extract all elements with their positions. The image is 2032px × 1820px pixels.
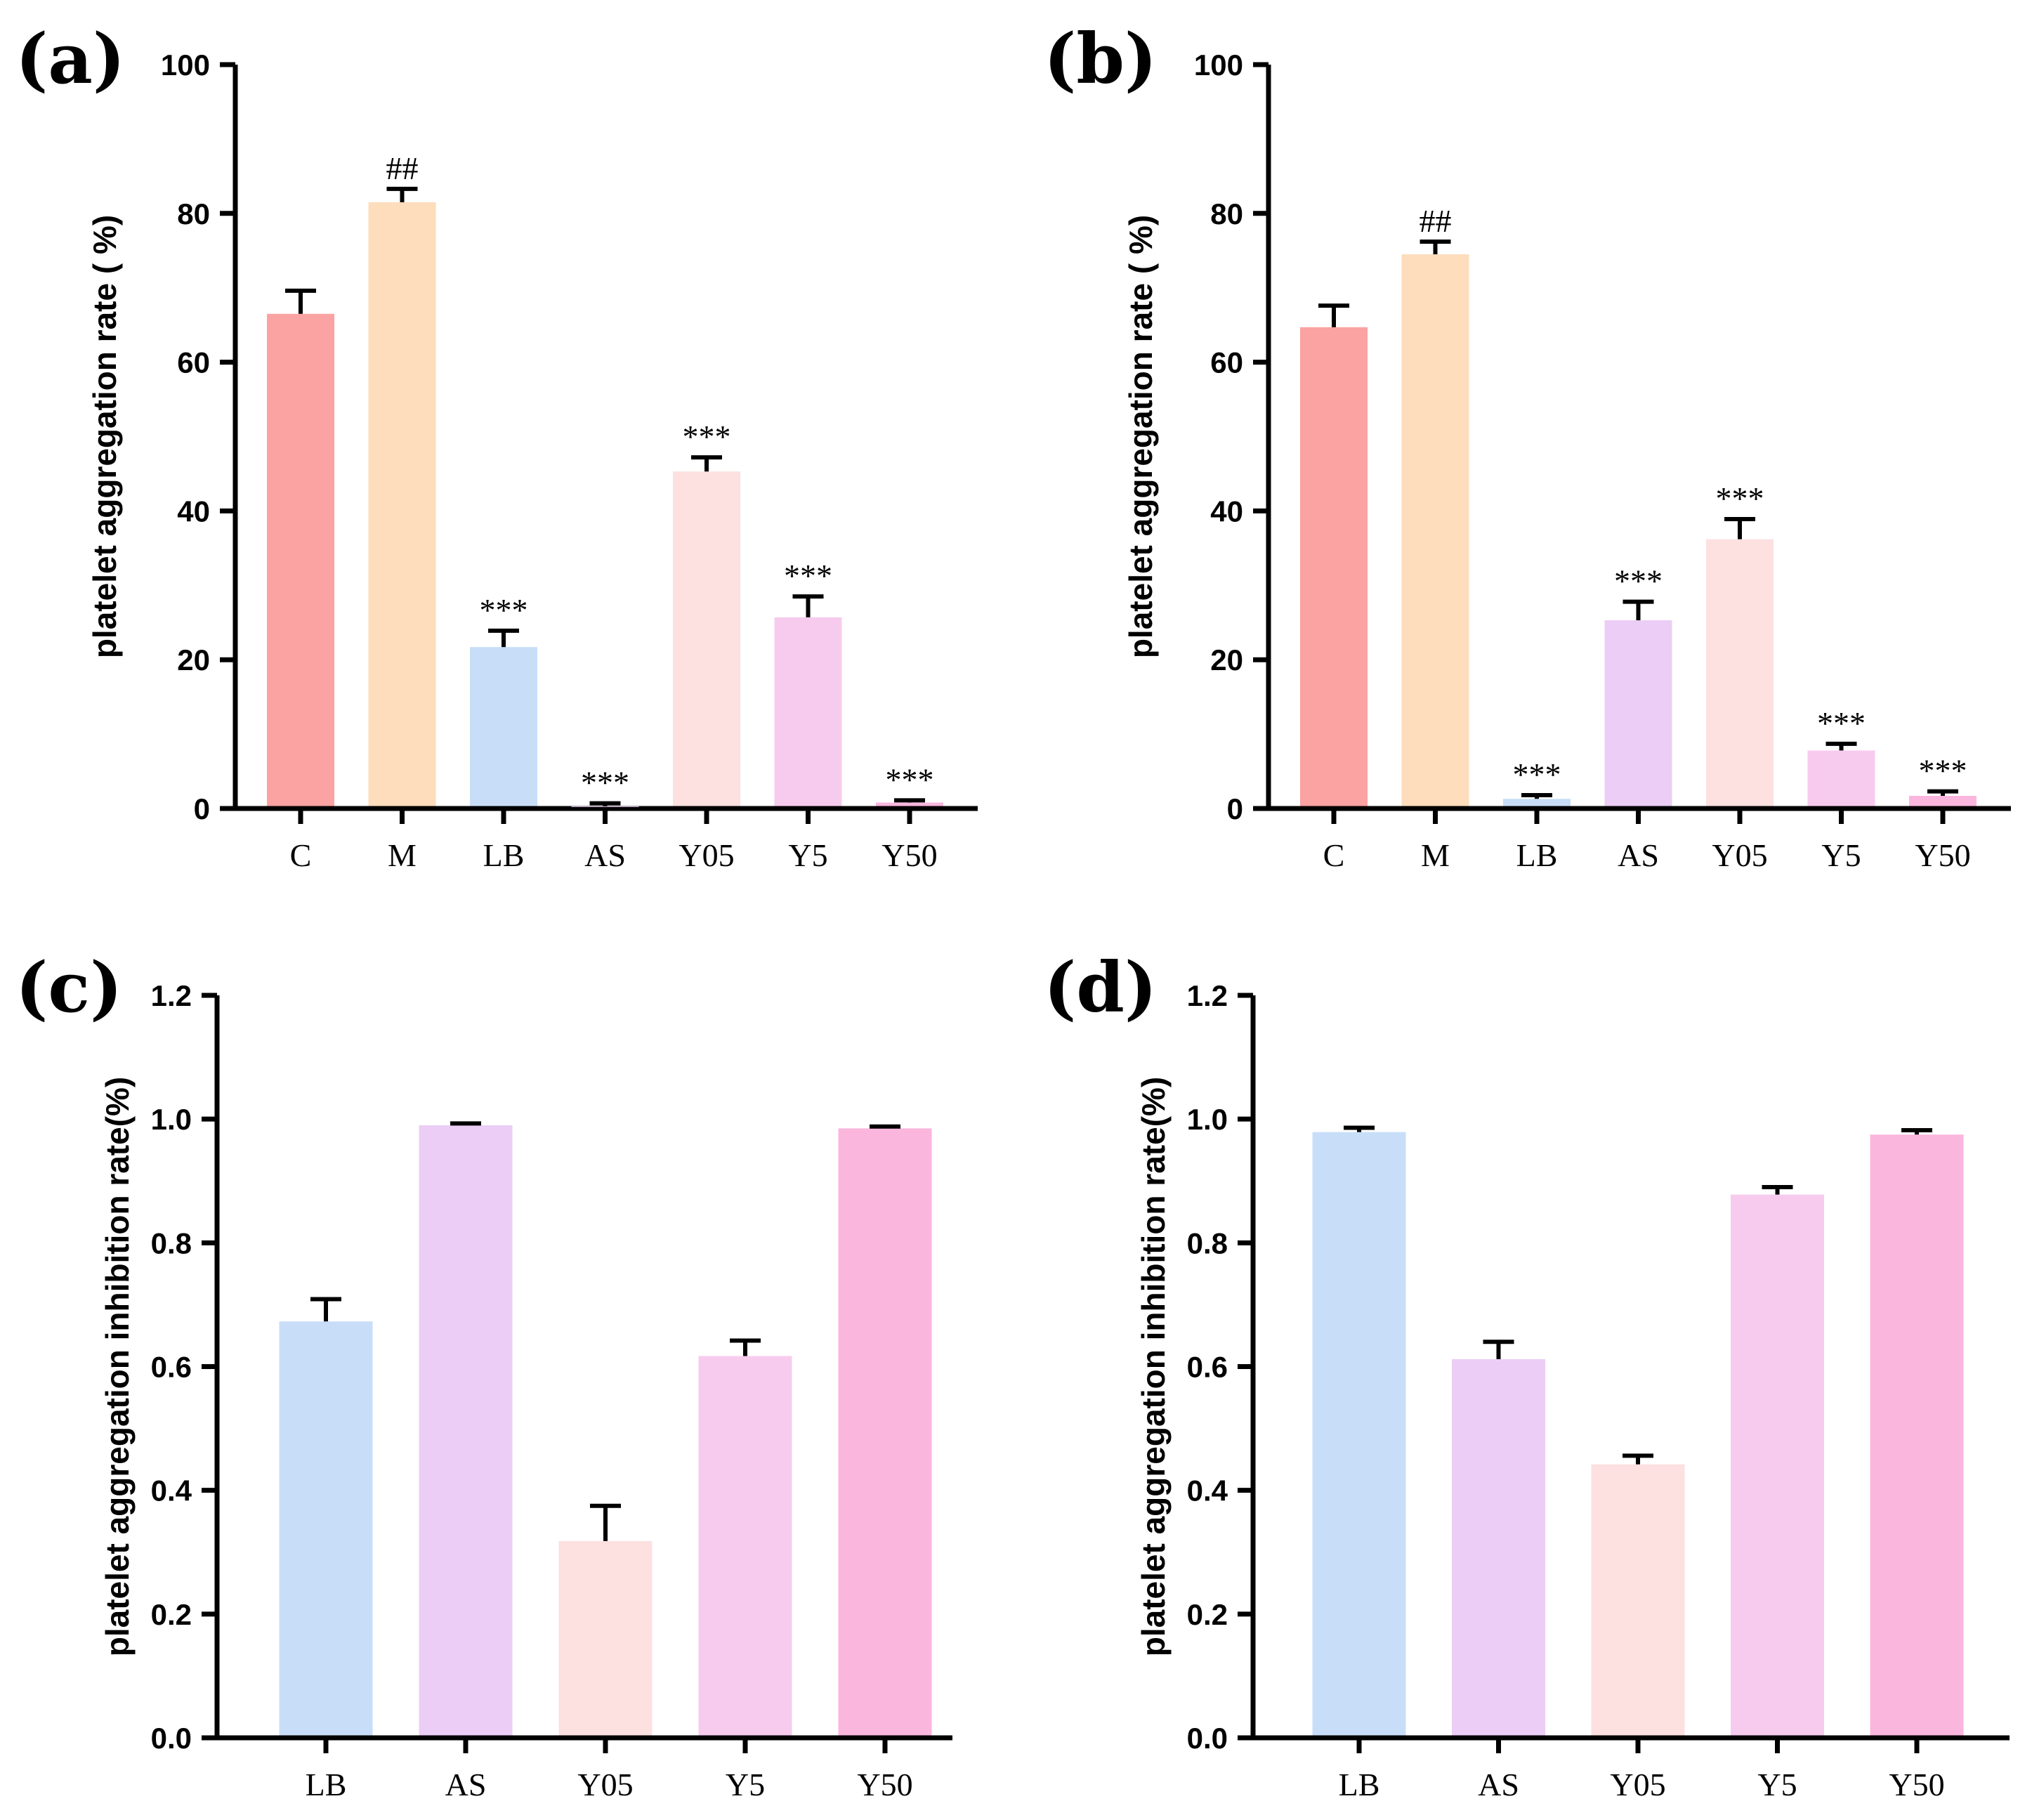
- y-tick-label: 60: [177, 346, 210, 379]
- x-tick-label: M: [1421, 837, 1450, 873]
- bar-c: [1300, 327, 1368, 806]
- x-tick-label: Y50: [881, 837, 937, 873]
- bar-y05: [1706, 539, 1774, 806]
- bar-y5: [698, 1356, 792, 1736]
- significance-label: ***: [886, 761, 934, 797]
- bar-m: [368, 202, 436, 806]
- y-tick-label: 0.0: [1187, 1722, 1228, 1755]
- significance-label: ***: [480, 592, 528, 628]
- y-tick-label: 0.6: [1187, 1351, 1228, 1384]
- y-tick-label: 1.0: [1187, 1103, 1228, 1136]
- bar-y50: [1870, 1134, 1964, 1736]
- x-tick-label: LB: [483, 837, 525, 873]
- y-tick-label: 20: [1210, 643, 1243, 676]
- bar-y05: [1591, 1464, 1685, 1736]
- bar-lb: [470, 647, 537, 806]
- y-axis-label: platelet aggregation inhibition rate(%): [99, 1077, 136, 1656]
- y-tick-label: 100: [1194, 48, 1243, 81]
- significance-label: ***: [784, 558, 832, 594]
- bar-y50: [1909, 795, 1977, 806]
- bar-y50: [838, 1128, 932, 1736]
- bar-lb: [1312, 1132, 1406, 1736]
- panel-letter: (d): [1044, 948, 1157, 1028]
- bar-as: [419, 1125, 513, 1736]
- bar-as: [571, 806, 639, 807]
- significance-label: ***: [581, 765, 629, 801]
- panel-letter: (a): [15, 19, 125, 100]
- y-axis-label: platelet aggregation inhibition rate(%): [1135, 1077, 1172, 1656]
- y-tick-label: 100: [161, 48, 210, 81]
- y-tick-label: 1.2: [151, 979, 192, 1012]
- bar-as: [1452, 1359, 1545, 1736]
- x-tick-label: Y5: [726, 1767, 765, 1802]
- x-tick-label: LB: [1339, 1767, 1380, 1802]
- y-tick-label: 0.6: [151, 1351, 192, 1384]
- significance-label: ***: [683, 419, 731, 454]
- significance-label: ***: [1716, 480, 1764, 516]
- significance-label: ***: [1513, 757, 1561, 792]
- x-tick-label: AS: [584, 837, 626, 873]
- y-tick-label: 0: [194, 792, 210, 825]
- significance-label: ***: [1817, 705, 1866, 741]
- chart-panel-a: (a) 0 20 40 60 80 100 platelet aggregation rate…: [15, 19, 978, 873]
- x-tick-label: AS: [445, 1767, 487, 1802]
- y-axis-label: platelet aggregation rate ( %): [1122, 215, 1159, 658]
- bar-y5: [1731, 1194, 1824, 1736]
- significance-label: ***: [1614, 563, 1663, 599]
- bar-as: [1604, 620, 1672, 806]
- y-tick-label: 40: [1210, 495, 1243, 528]
- panel-letter: (c): [15, 948, 122, 1028]
- chart-panel-b: (b) 0 20 40 60 80 100 platelet aggregation rate…: [1044, 19, 2011, 873]
- y-tick-label: 20: [177, 643, 210, 676]
- x-tick-label: C: [1323, 837, 1345, 873]
- bar-y05: [673, 471, 740, 806]
- x-tick-label: Y5: [1757, 1767, 1797, 1802]
- y-tick-label: 60: [1210, 346, 1243, 379]
- chart-panel-d: (d) 0.0 0.2 0.4 0.6 0.8 1.0 1.2 platelet aggrega…: [1044, 948, 2010, 1802]
- bar-y5: [774, 617, 842, 806]
- y-tick-label: 1.0: [151, 1103, 192, 1136]
- bar-y50: [876, 802, 943, 806]
- bar-lb: [1503, 799, 1571, 806]
- y-tick-label: 0.4: [151, 1474, 192, 1507]
- x-tick-label: AS: [1478, 1767, 1519, 1802]
- significance-label: ##: [1420, 203, 1452, 239]
- x-tick-label: Y05: [1610, 1767, 1665, 1802]
- y-tick-label: 0.2: [151, 1598, 192, 1631]
- y-tick-label: 0.2: [1187, 1598, 1228, 1631]
- y-tick-label: 0.8: [1187, 1226, 1228, 1259]
- y-tick-label: 80: [1210, 197, 1243, 230]
- chart-panel-c: (c) 0.0 0.2 0.4 0.6 0.8 1.0 1.2 platelet aggrega…: [15, 948, 952, 1802]
- x-tick-label: LB: [306, 1767, 347, 1802]
- y-axis-label: platelet aggregation rate ( %): [86, 215, 123, 658]
- bar-m: [1401, 254, 1469, 806]
- y-tick-label: 0: [1227, 792, 1243, 825]
- bar-y5: [1807, 750, 1875, 806]
- x-tick-label: M: [388, 837, 417, 873]
- bar-lb: [279, 1321, 373, 1736]
- y-tick-label: 40: [177, 495, 210, 528]
- y-tick-label: 0.4: [1187, 1474, 1228, 1507]
- y-tick-label: 0.8: [151, 1226, 192, 1259]
- x-tick-label: Y05: [1712, 837, 1767, 873]
- x-tick-label: Y50: [1915, 837, 1970, 873]
- significance-label: ##: [386, 150, 419, 186]
- x-tick-label: Y05: [679, 837, 734, 873]
- y-tick-label: 0.0: [151, 1722, 192, 1755]
- x-tick-label: AS: [1618, 837, 1659, 873]
- x-tick-label: Y5: [1821, 837, 1861, 873]
- bar-c: [267, 313, 334, 806]
- x-tick-label: C: [290, 837, 312, 873]
- y-tick-label: 1.2: [1187, 979, 1228, 1012]
- y-tick-label: 80: [177, 197, 210, 230]
- bar-y05: [558, 1540, 653, 1736]
- significance-label: ***: [1919, 753, 1967, 789]
- x-tick-label: Y5: [788, 837, 827, 873]
- panel-letter: (b): [1044, 19, 1157, 100]
- x-tick-label: LB: [1516, 837, 1558, 873]
- x-tick-label: Y50: [857, 1767, 912, 1802]
- x-tick-label: Y05: [577, 1767, 633, 1802]
- x-tick-label: Y50: [1889, 1767, 1944, 1802]
